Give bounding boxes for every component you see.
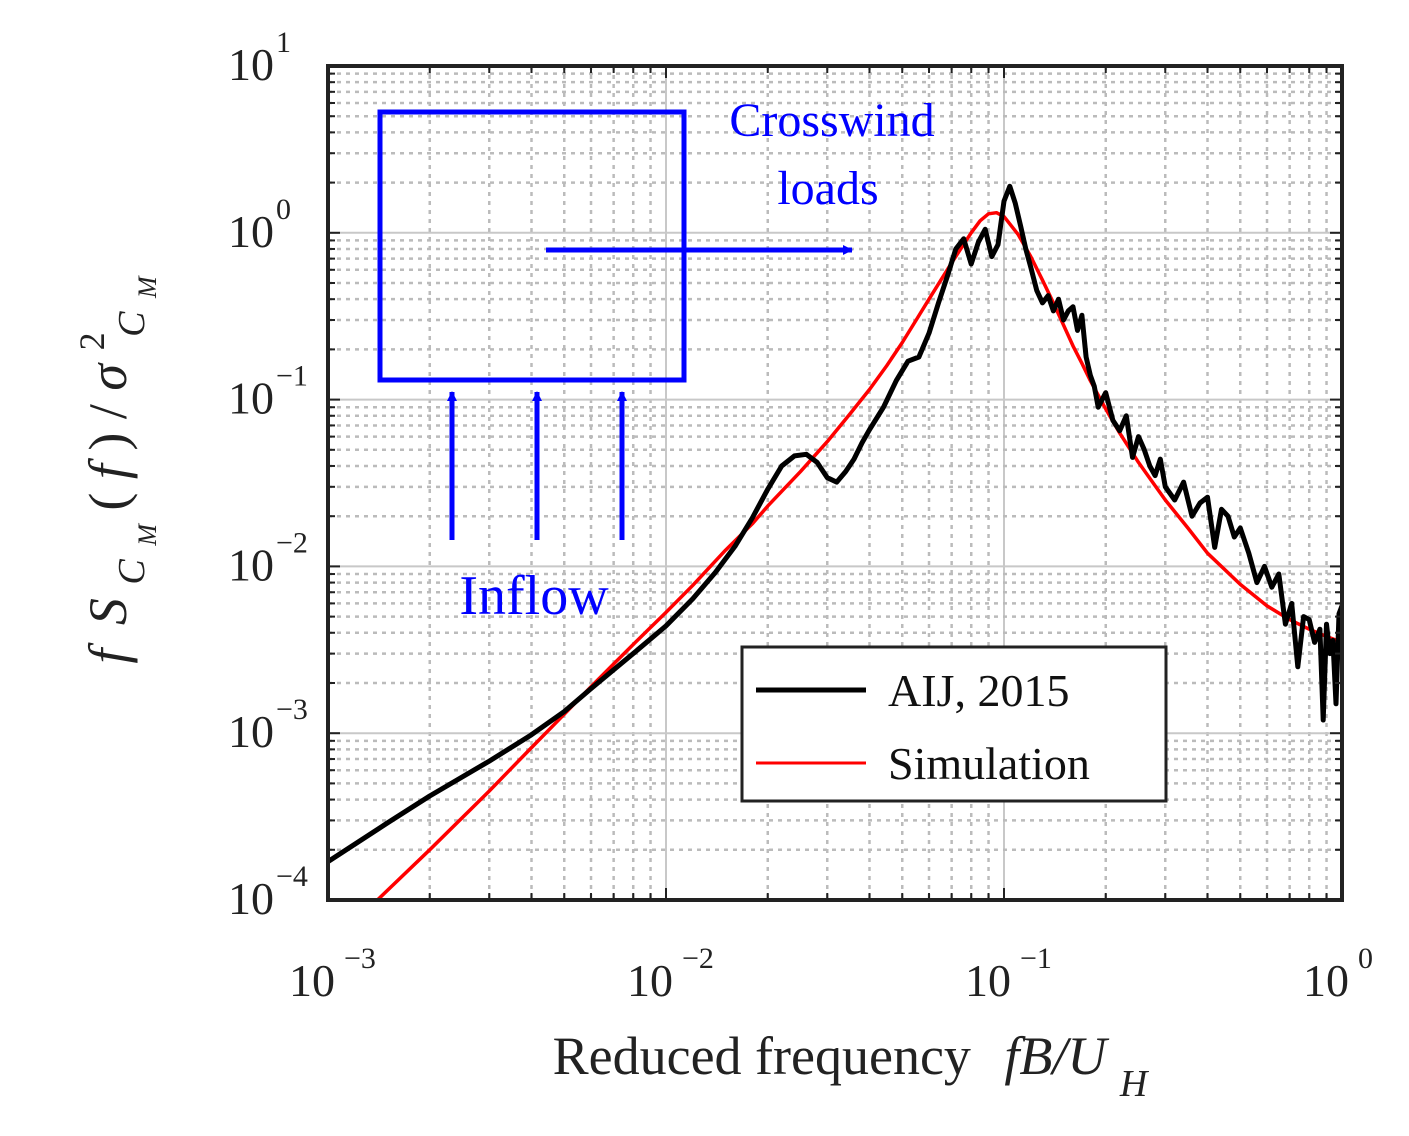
legend-label-simulation: Simulation	[888, 738, 1090, 789]
y-label-M-subsub: M	[133, 523, 162, 547]
minor-ticks	[327, 66, 1342, 901]
x-tick-labels: 10 −3 10 −2 10 −1 10 0	[289, 942, 1373, 1006]
y-tick-label: 10	[228, 706, 274, 757]
y-tick-label: 10	[228, 539, 274, 590]
y-label-close: ) /	[78, 391, 138, 451]
building-section	[377, 109, 687, 383]
inflow-label: Inflow	[459, 565, 609, 627]
x-tick-label: 10	[965, 955, 1011, 1006]
y-label-open: (	[78, 493, 138, 511]
y-label-farg: f	[78, 457, 138, 479]
y-tick-label: 10	[228, 873, 274, 924]
x-axis-label: Reduced frequency fB/U H	[553, 1026, 1150, 1105]
x-tick-exponent: −2	[682, 942, 714, 975]
legend: AIJ, 2015 Simulation	[740, 645, 1168, 803]
y-tick-exponent: −1	[276, 360, 308, 393]
series-line-aij-2015	[328, 183, 1342, 865]
x-axis-label-text: Reduced frequency	[553, 1026, 971, 1086]
x-tick-exponent: 0	[1358, 942, 1373, 975]
legend-label-aij: AIJ, 2015	[888, 665, 1069, 716]
legend-box	[740, 645, 1168, 803]
x-tick-exponent: −1	[1020, 942, 1052, 975]
y-tick-exponent: −3	[276, 693, 308, 726]
inset-diagram: Crosswind loads Inflow	[377, 94, 935, 627]
crosswind-label: Crosswind	[729, 94, 934, 147]
y-tick-label: 10	[228, 206, 274, 257]
y-axis-label: f S C M ( f ) / σ 2 C M	[56, 275, 168, 664]
y-tick-exponent: 0	[276, 193, 291, 226]
x-axis-label-subscript: H	[1119, 1063, 1150, 1105]
x-axis-label-math: fB/U	[1004, 1026, 1109, 1086]
loads-label: loads	[777, 162, 878, 215]
y-label-squared: 2	[72, 332, 112, 350]
y-label-f: f	[78, 642, 138, 664]
y-label-sigma: σ	[78, 362, 138, 391]
x-tick-label: 10	[289, 955, 335, 1006]
plot-frame	[326, 64, 1344, 902]
y-tick-exponent: −2	[276, 526, 308, 559]
series-group	[328, 183, 1342, 900]
x-tick-exponent: −3	[344, 942, 376, 975]
y-tick-exponent: 1	[276, 26, 291, 59]
y-tick-exponent: −4	[276, 860, 308, 893]
x-tick-label: 10	[1303, 955, 1349, 1006]
x-tick-label: 10	[627, 955, 673, 1006]
y-label-C-sub: C	[111, 559, 153, 585]
y-label-M-subsub2: M	[133, 275, 162, 299]
y-tick-label: 10	[228, 373, 274, 424]
y-tick-label: 10	[228, 39, 274, 90]
y-label-S: S	[78, 598, 138, 625]
y-label-C-sub2: C	[111, 311, 153, 337]
